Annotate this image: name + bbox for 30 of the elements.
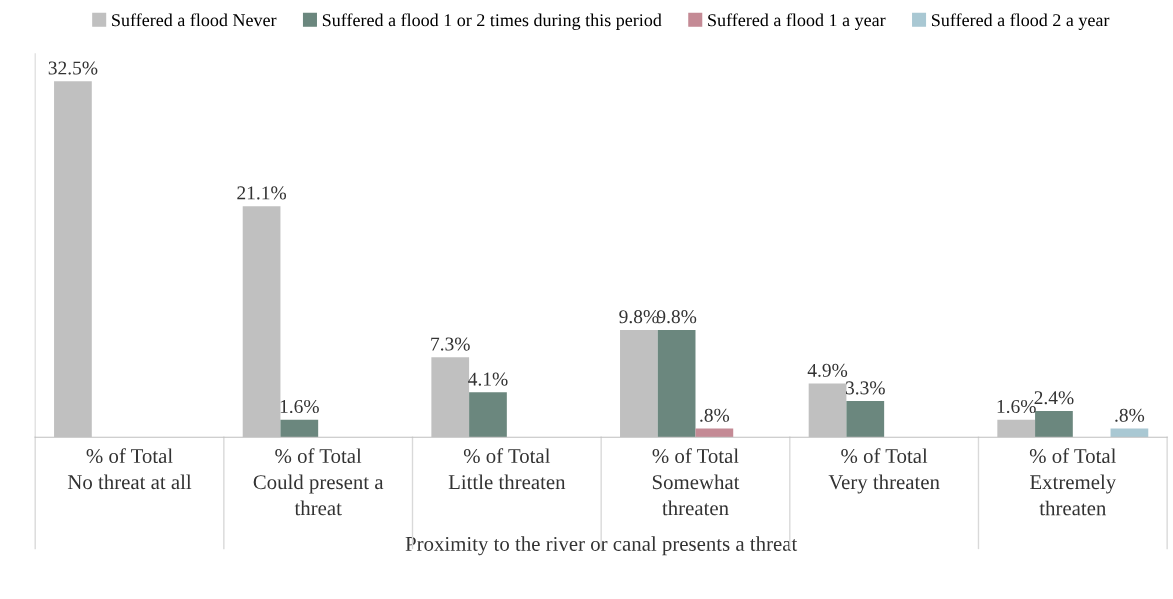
data-label: 2.4% xyxy=(1034,391,1074,405)
bar xyxy=(469,392,507,438)
legend-label: Suffered a flood 1 a year xyxy=(708,13,886,30)
legend-label: Suffered a flood 2 a year xyxy=(932,13,1110,30)
data-label: 21.1% xyxy=(237,186,287,200)
data-label: .8% xyxy=(1115,408,1145,422)
data-label: 4.9% xyxy=(807,363,848,377)
legend-label: Suffered a flood 1 or 2 times during this period xyxy=(322,13,662,30)
x-tick-label: % of Total Very threaten xyxy=(828,448,940,494)
x-axis-title: Proximity to the river or canal presents a threat xyxy=(405,536,798,556)
bar xyxy=(695,428,734,438)
data-label: 1.6% xyxy=(280,399,319,414)
data-label: 1.6% xyxy=(997,399,1036,414)
x-tick-label: % of Total Extremely threaten xyxy=(1029,448,1117,516)
bar xyxy=(657,329,696,438)
data-label: 9.8% xyxy=(619,310,659,324)
data-label: 4.1% xyxy=(468,372,508,386)
data-label: .8% xyxy=(700,408,730,422)
data-label: 3.3% xyxy=(845,381,885,395)
data-label: 9.8% xyxy=(657,310,697,324)
bar xyxy=(846,401,885,438)
x-tick-label: % of Total Could present a threat xyxy=(253,448,384,516)
bar xyxy=(1035,410,1073,438)
data-label: 32.5% xyxy=(48,61,98,75)
data-label: 7.3% xyxy=(431,337,470,351)
x-tick-label: % of Total No threat at all xyxy=(67,448,192,490)
x-tick-label: % of Total Little threaten xyxy=(448,448,566,490)
bar xyxy=(280,419,319,438)
x-tick-label: % of Total Somewhat threaten xyxy=(652,448,740,516)
legend-label: Suffered a flood Never xyxy=(112,13,277,27)
